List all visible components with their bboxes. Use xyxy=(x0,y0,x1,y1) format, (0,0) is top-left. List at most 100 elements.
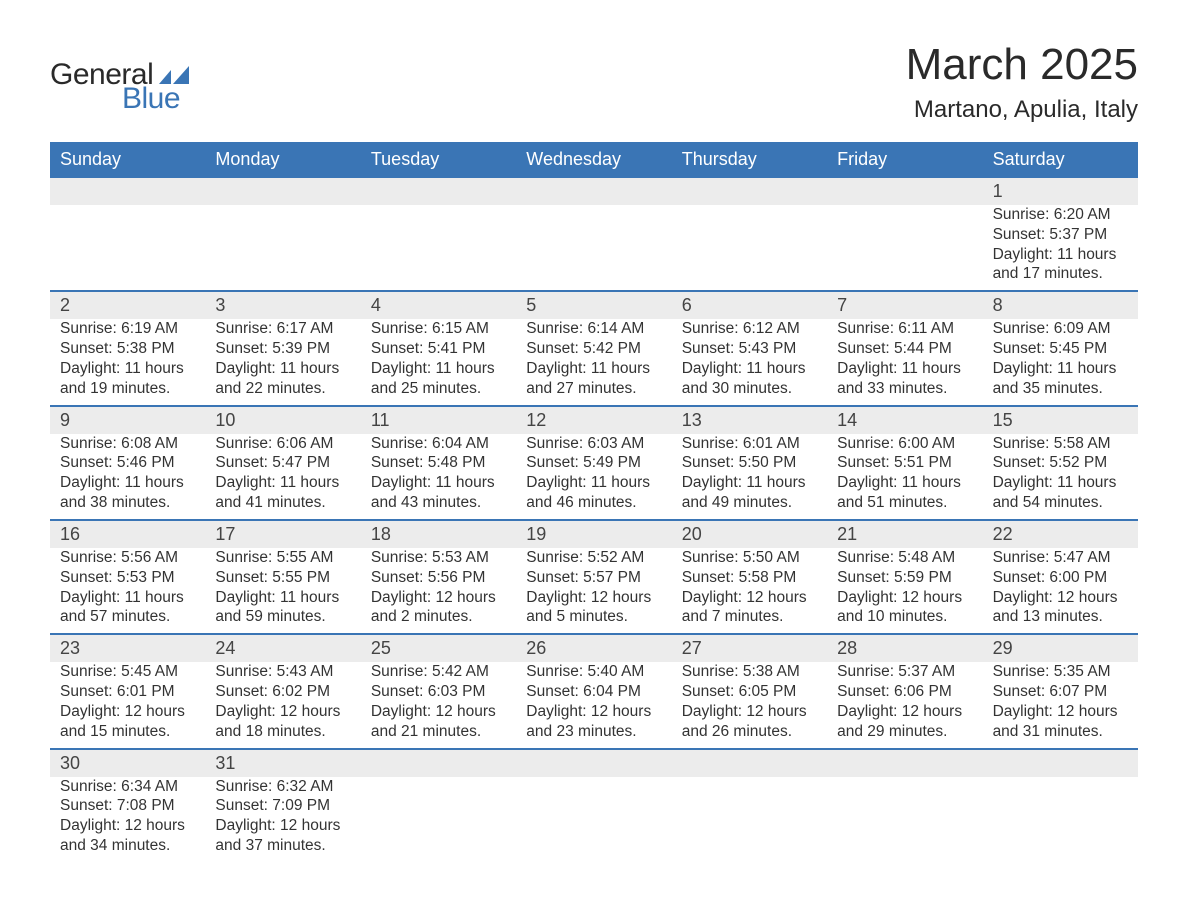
day-header-row: SundayMondayTuesdayWednesdayThursdayFrid… xyxy=(50,142,1138,178)
daylight-text: Daylight: 12 hours and 23 minutes. xyxy=(526,702,661,742)
sunset-text: Sunset: 5:38 PM xyxy=(60,339,195,359)
day-cell: Sunrise: 5:42 AMSunset: 6:03 PMDaylight:… xyxy=(361,662,516,747)
sunset-text: Sunset: 5:42 PM xyxy=(526,339,661,359)
daylight-text: Daylight: 11 hours and 35 minutes. xyxy=(993,359,1128,399)
day-cell: Sunrise: 6:17 AMSunset: 5:39 PMDaylight:… xyxy=(205,319,360,404)
day-number: 31 xyxy=(205,750,360,777)
sunset-text: Sunset: 5:51 PM xyxy=(837,453,972,473)
sunrise-text: Sunrise: 6:11 AM xyxy=(837,319,972,339)
sunrise-text: Sunrise: 5:55 AM xyxy=(215,548,350,568)
day-number: 1 xyxy=(983,178,1138,205)
sunrise-text: Sunrise: 5:45 AM xyxy=(60,662,195,682)
detail-row: Sunrise: 6:34 AMSunset: 7:08 PMDaylight:… xyxy=(50,777,1138,862)
day-cell: Sunrise: 6:20 AMSunset: 5:37 PMDaylight:… xyxy=(983,205,1138,290)
day-number xyxy=(361,178,516,205)
sunset-text: Sunset: 5:41 PM xyxy=(371,339,506,359)
day-number: 27 xyxy=(672,635,827,662)
day-cell xyxy=(827,777,982,862)
sunset-text: Sunset: 5:46 PM xyxy=(60,453,195,473)
sunrise-text: Sunrise: 6:19 AM xyxy=(60,319,195,339)
daylight-text: Daylight: 11 hours and 57 minutes. xyxy=(60,588,195,628)
sunset-text: Sunset: 6:02 PM xyxy=(215,682,350,702)
location: Martano, Apulia, Italy xyxy=(906,96,1138,124)
day-number: 15 xyxy=(983,407,1138,434)
sunrise-text: Sunrise: 5:50 AM xyxy=(682,548,817,568)
week-row: 1Sunrise: 6:20 AMSunset: 5:37 PMDaylight… xyxy=(50,178,1138,292)
sunrise-text: Sunrise: 5:47 AM xyxy=(993,548,1128,568)
sunset-text: Sunset: 5:44 PM xyxy=(837,339,972,359)
daylight-text: Daylight: 11 hours and 30 minutes. xyxy=(682,359,817,399)
day-cell xyxy=(672,205,827,290)
day-number: 7 xyxy=(827,292,982,319)
sunrise-text: Sunrise: 6:32 AM xyxy=(215,777,350,797)
sunrise-text: Sunrise: 5:53 AM xyxy=(371,548,506,568)
sunrise-text: Sunrise: 6:20 AM xyxy=(993,205,1128,225)
sunset-text: Sunset: 5:48 PM xyxy=(371,453,506,473)
sunset-text: Sunset: 5:43 PM xyxy=(682,339,817,359)
day-cell: Sunrise: 6:34 AMSunset: 7:08 PMDaylight:… xyxy=(50,777,205,862)
day-number xyxy=(672,750,827,777)
day-number: 9 xyxy=(50,407,205,434)
day-header-cell: Wednesday xyxy=(516,142,671,178)
sunrise-text: Sunrise: 6:00 AM xyxy=(837,434,972,454)
day-cell: Sunrise: 5:35 AMSunset: 6:07 PMDaylight:… xyxy=(983,662,1138,747)
sunset-text: Sunset: 5:39 PM xyxy=(215,339,350,359)
day-cell: Sunrise: 5:43 AMSunset: 6:02 PMDaylight:… xyxy=(205,662,360,747)
daylight-text: Daylight: 11 hours and 46 minutes. xyxy=(526,473,661,513)
day-cell: Sunrise: 5:56 AMSunset: 5:53 PMDaylight:… xyxy=(50,548,205,633)
daylight-text: Daylight: 11 hours and 25 minutes. xyxy=(371,359,506,399)
daylight-text: Daylight: 12 hours and 29 minutes. xyxy=(837,702,972,742)
day-cell: Sunrise: 6:04 AMSunset: 5:48 PMDaylight:… xyxy=(361,434,516,519)
daylight-text: Daylight: 11 hours and 33 minutes. xyxy=(837,359,972,399)
daylight-text: Daylight: 11 hours and 51 minutes. xyxy=(837,473,972,513)
daylight-text: Daylight: 12 hours and 7 minutes. xyxy=(682,588,817,628)
sunset-text: Sunset: 5:52 PM xyxy=(993,453,1128,473)
day-cell: Sunrise: 6:06 AMSunset: 5:47 PMDaylight:… xyxy=(205,434,360,519)
day-cell: Sunrise: 5:48 AMSunset: 5:59 PMDaylight:… xyxy=(827,548,982,633)
day-number: 28 xyxy=(827,635,982,662)
daylight-text: Daylight: 12 hours and 26 minutes. xyxy=(682,702,817,742)
week-row: 2345678Sunrise: 6:19 AMSunset: 5:38 PMDa… xyxy=(50,292,1138,406)
sunset-text: Sunset: 5:50 PM xyxy=(682,453,817,473)
sunset-text: Sunset: 5:59 PM xyxy=(837,568,972,588)
day-cell xyxy=(361,777,516,862)
daylight-text: Daylight: 12 hours and 13 minutes. xyxy=(993,588,1128,628)
day-header-cell: Monday xyxy=(205,142,360,178)
daylight-text: Daylight: 11 hours and 49 minutes. xyxy=(682,473,817,513)
day-cell: Sunrise: 6:32 AMSunset: 7:09 PMDaylight:… xyxy=(205,777,360,862)
sunset-text: Sunset: 5:37 PM xyxy=(993,225,1128,245)
sunrise-text: Sunrise: 5:43 AM xyxy=(215,662,350,682)
daylight-text: Daylight: 12 hours and 15 minutes. xyxy=(60,702,195,742)
day-number: 20 xyxy=(672,521,827,548)
sunset-text: Sunset: 5:49 PM xyxy=(526,453,661,473)
day-number: 2 xyxy=(50,292,205,319)
day-number: 30 xyxy=(50,750,205,777)
day-number xyxy=(205,178,360,205)
sunset-text: Sunset: 6:07 PM xyxy=(993,682,1128,702)
day-number-row: 3031 xyxy=(50,750,1138,777)
day-number: 11 xyxy=(361,407,516,434)
day-cell: Sunrise: 5:47 AMSunset: 6:00 PMDaylight:… xyxy=(983,548,1138,633)
daylight-text: Daylight: 11 hours and 54 minutes. xyxy=(993,473,1128,513)
daylight-text: Daylight: 11 hours and 38 minutes. xyxy=(60,473,195,513)
day-cell: Sunrise: 5:52 AMSunset: 5:57 PMDaylight:… xyxy=(516,548,671,633)
day-number: 5 xyxy=(516,292,671,319)
day-number: 16 xyxy=(50,521,205,548)
sunset-text: Sunset: 6:01 PM xyxy=(60,682,195,702)
day-number: 29 xyxy=(983,635,1138,662)
sunrise-text: Sunrise: 6:04 AM xyxy=(371,434,506,454)
daylight-text: Daylight: 12 hours and 31 minutes. xyxy=(993,702,1128,742)
sunset-text: Sunset: 5:53 PM xyxy=(60,568,195,588)
day-cell: Sunrise: 5:40 AMSunset: 6:04 PMDaylight:… xyxy=(516,662,671,747)
day-number: 21 xyxy=(827,521,982,548)
day-cell xyxy=(827,205,982,290)
sunset-text: Sunset: 5:45 PM xyxy=(993,339,1128,359)
day-cell: Sunrise: 5:37 AMSunset: 6:06 PMDaylight:… xyxy=(827,662,982,747)
calendar: SundayMondayTuesdayWednesdayThursdayFrid… xyxy=(50,142,1138,862)
day-header-cell: Friday xyxy=(827,142,982,178)
day-header-cell: Thursday xyxy=(672,142,827,178)
day-number: 10 xyxy=(205,407,360,434)
day-cell xyxy=(672,777,827,862)
daylight-text: Daylight: 11 hours and 17 minutes. xyxy=(993,245,1128,285)
day-cell xyxy=(516,205,671,290)
